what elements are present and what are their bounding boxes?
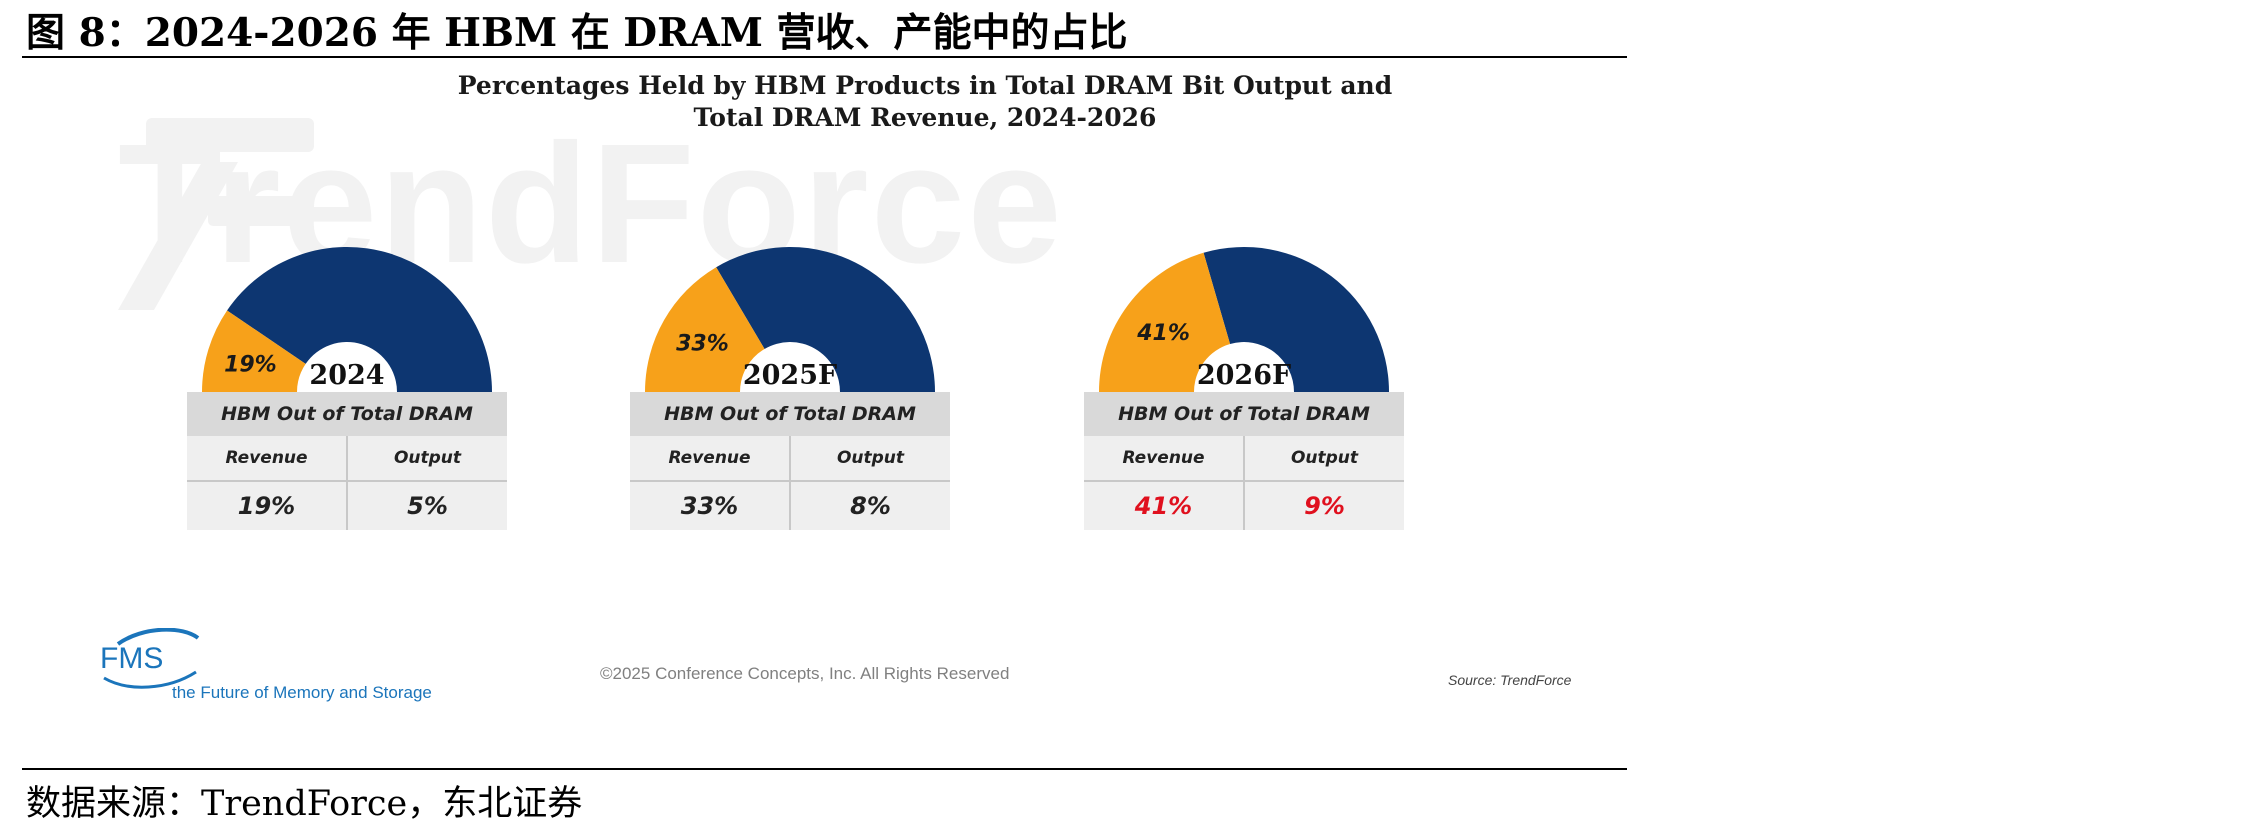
footer-rule [22, 768, 1627, 770]
revenue-column-label: Revenue [1122, 448, 1205, 468]
table-values: 19% 5% [187, 482, 507, 530]
donut-2025f: 33% 2025F [645, 247, 935, 392]
dram-slice [1203, 247, 1389, 392]
output-value: 9% [1243, 482, 1404, 530]
hbm-slice [1099, 252, 1231, 392]
donut-2026f: 41% 2026F [1099, 247, 1389, 392]
table-values: 41% 9% [1084, 482, 1404, 530]
hbm-slice [202, 310, 306, 392]
table-2024: HBM Out of Total DRAM Revenue Output 19%… [187, 392, 507, 530]
fms-logo-text: FMS [100, 642, 163, 675]
revenue-value: 33% [680, 492, 739, 520]
hbm-slice-label: 33% [676, 332, 729, 357]
table-header: HBM Out of Total DRAM [1084, 392, 1404, 436]
fms-tagline: the Future of Memory and Storage [172, 683, 432, 702]
output-value: 8% [789, 482, 950, 530]
fms-logo: FMS [100, 628, 200, 689]
output-column-label: Output [346, 436, 507, 480]
dram-slice [227, 247, 493, 392]
source-note: Source: TrendForce [1448, 672, 1572, 688]
title-rule [22, 56, 1627, 58]
donut-2024: 19% 2024 [202, 247, 493, 392]
dram-slice [716, 247, 935, 392]
chart-title-line-2: Total DRAM Revenue, 2024-2026 [693, 103, 1157, 132]
table-2026f: HBM Out of Total DRAM Revenue Output 41%… [1084, 392, 1404, 530]
watermark-mark [118, 118, 314, 310]
year-label: 2024 [309, 360, 384, 391]
year-label: 2025F [743, 360, 837, 391]
figure-title: 图 8：2024-2026 年 HBM 在 DRAM 营收、产能中的占比 [26, 10, 1128, 56]
revenue-column-label: Revenue [225, 448, 308, 468]
hbm-slice-label: 19% [224, 353, 277, 378]
table-header: HBM Out of Total DRAM [187, 392, 507, 436]
table-2025f: HBM Out of Total DRAM Revenue Output 33%… [630, 392, 950, 530]
output-value: 5% [346, 482, 507, 530]
copyright: ©2025 Conference Concepts, Inc. All Righ… [600, 664, 1010, 683]
table-column-labels: Revenue Output [1084, 436, 1404, 482]
table-column-labels: Revenue Output [187, 436, 507, 482]
revenue-column-label: Revenue [668, 448, 751, 468]
revenue-value: 19% [237, 492, 296, 520]
output-column-label: Output [1243, 436, 1404, 480]
revenue-value: 41% [1134, 492, 1193, 520]
hbm-slice [645, 267, 765, 392]
year-label: 2026F [1197, 360, 1291, 391]
table-values: 33% 8% [630, 482, 950, 530]
hbm-slice-label: 41% [1136, 321, 1190, 346]
chart-title: Percentages Held by HBM Products in Tota… [0, 70, 1850, 134]
table-column-labels: Revenue Output [630, 436, 950, 482]
chart-title-line-1: Percentages Held by HBM Products in Tota… [457, 71, 1393, 100]
figure-source: 数据来源：TrendForce，东北证券 [26, 784, 583, 824]
table-header: HBM Out of Total DRAM [630, 392, 950, 436]
output-column-label: Output [789, 436, 950, 480]
